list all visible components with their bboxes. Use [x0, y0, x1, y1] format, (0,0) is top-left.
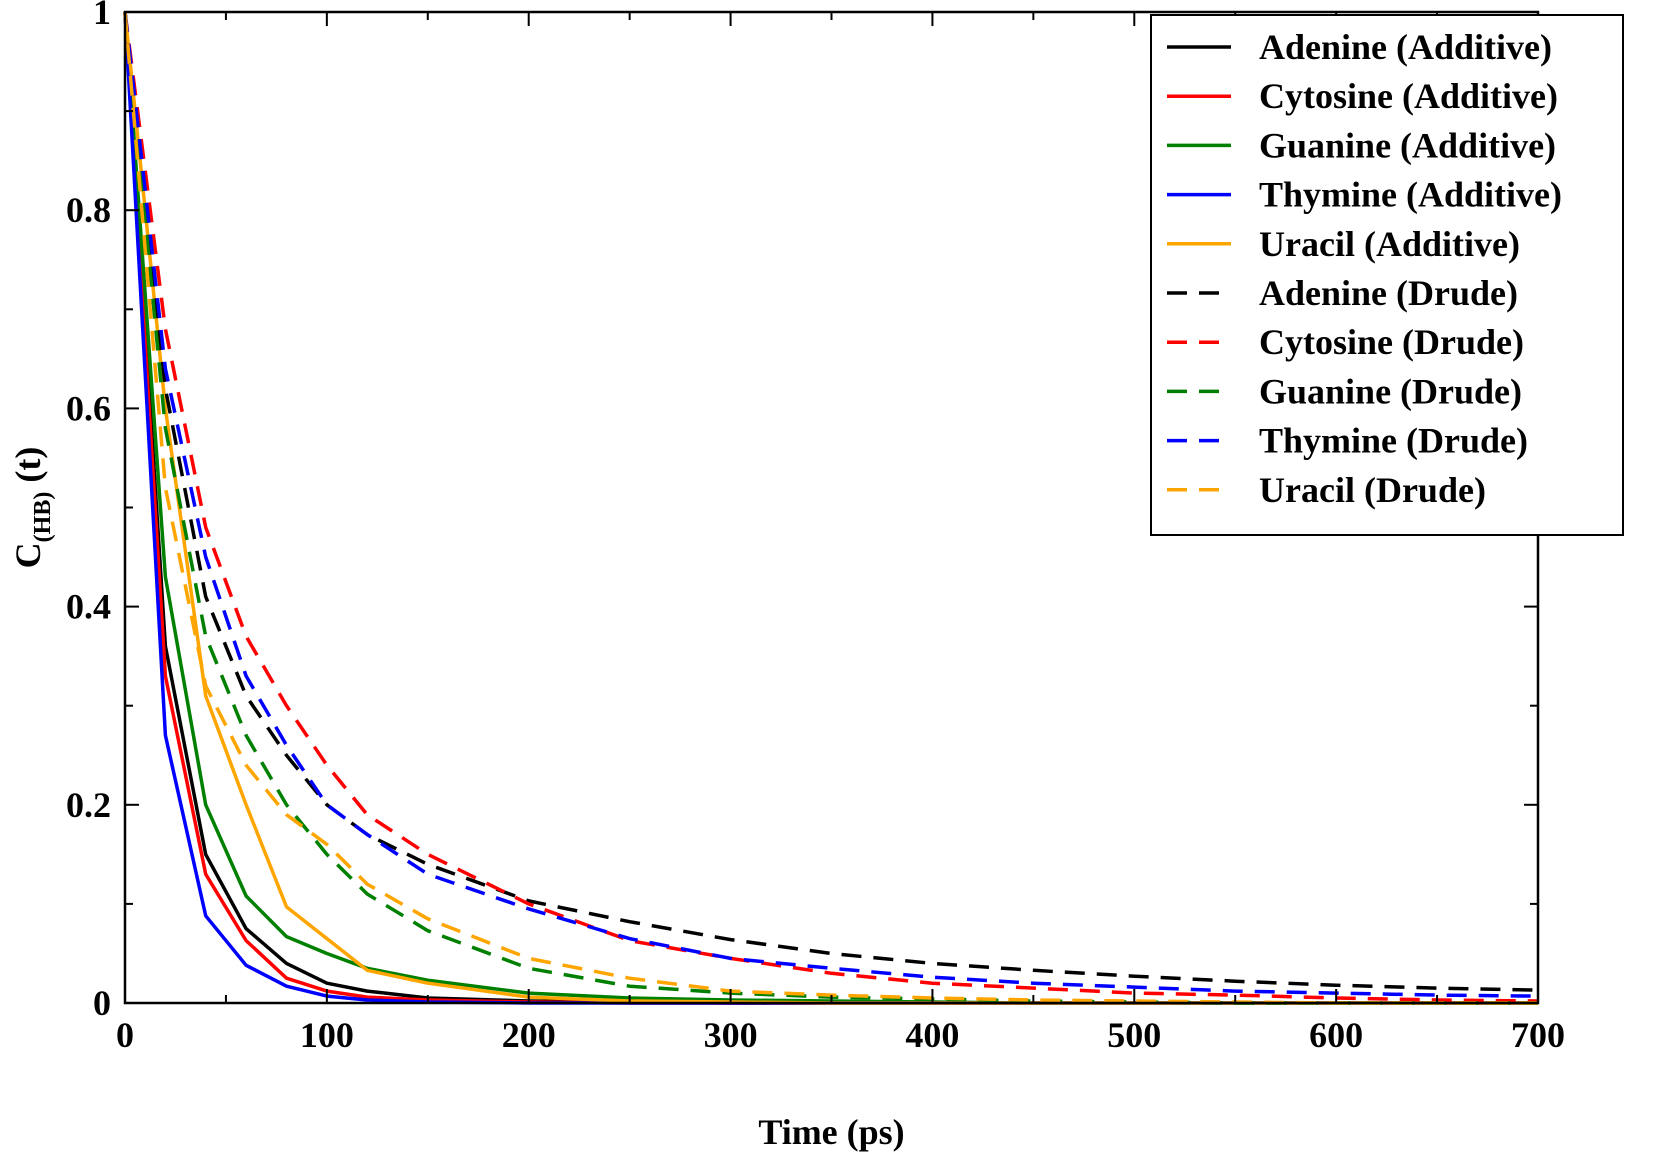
x-tick-label: 700	[1511, 1015, 1565, 1055]
y-tick-label: 0	[93, 983, 111, 1023]
y-axis-title-suffix: (t)	[8, 447, 48, 492]
legend-label-4: Uracil (Additive)	[1259, 224, 1520, 264]
series-line-8	[123, 11, 1539, 998]
y-tick-label: 0.6	[66, 388, 111, 428]
legend: Adenine (Additive) Cytosine (Additive) Gua…	[1150, 14, 1624, 536]
y-axis-title: C(HB) (t)	[8, 447, 56, 569]
y-tick-label: 0.8	[66, 190, 111, 230]
x-tick-label: 600	[1309, 1015, 1363, 1055]
legend-label-2: Guanine (Additive)	[1259, 125, 1556, 165]
legend-label-0: Adenine (Additive)	[1259, 27, 1552, 67]
x-tick-label: 0	[116, 1015, 134, 1055]
y-axis-title-main: C	[8, 542, 48, 568]
x-tick-label: 500	[1107, 1015, 1161, 1055]
legend-label-7: Guanine (Drude)	[1259, 371, 1522, 411]
legend-label-5: Adenine (Drude)	[1259, 273, 1518, 313]
legend-label-9: Uracil (Drude)	[1259, 470, 1486, 510]
x-tick-label: 300	[704, 1015, 758, 1055]
y-tick-label: 0.2	[66, 785, 111, 825]
y-axis-title-subscript: (HB)	[30, 492, 56, 543]
y-tick-label: 0.4	[66, 587, 111, 627]
y-tick-label: 1	[93, 0, 111, 32]
x-tick-label: 400	[905, 1015, 959, 1055]
x-axis-title: Time (ps)	[758, 1112, 904, 1152]
series-line-5	[123, 11, 1539, 992]
legend-label-3: Thymine (Additive)	[1259, 175, 1562, 215]
legend-label-1: Cytosine (Additive)	[1259, 76, 1558, 116]
x-tick-label: 200	[502, 1015, 556, 1055]
legend-label-6: Cytosine (Drude)	[1259, 322, 1524, 362]
x-tick-label: 100	[300, 1015, 354, 1055]
legend-box	[1150, 14, 1624, 536]
axis-tick-labels: 0 100 200 300 400 500 600 700 0 0.2 0.4 0.6 0.8 1	[66, 0, 1565, 1055]
legend-label-8: Thymine (Drude)	[1259, 421, 1528, 461]
